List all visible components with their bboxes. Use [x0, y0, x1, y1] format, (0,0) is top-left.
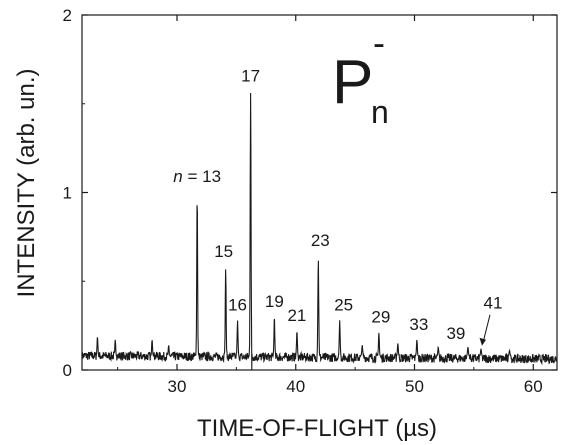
- species-subscript: n: [371, 94, 389, 130]
- peak-label-n29: 29: [371, 308, 390, 327]
- x-axis-title: TIME-OF-FLIGHT (µs): [197, 415, 437, 442]
- y-axis-title: INTENSITY (arb. un.): [13, 69, 40, 298]
- y-tick-label: 2: [63, 6, 72, 25]
- y-tick-label: 1: [63, 184, 72, 203]
- plot-frame: [81, 14, 558, 371]
- x-tick-label: 60: [524, 377, 543, 396]
- y-tick-label: 0: [63, 361, 72, 380]
- species-main: P: [332, 48, 373, 117]
- species-label: P n -: [332, 22, 389, 130]
- peak-41-arrow-shaft: [482, 314, 491, 343]
- peak-label-n17: 17: [241, 66, 260, 85]
- peak-label-n19: 19: [265, 292, 284, 311]
- peak-label-n13: n = 13: [173, 167, 221, 186]
- peak-label-n41: 41: [484, 294, 503, 313]
- peak-label-n39: 39: [446, 324, 465, 343]
- x-tick-label: 50: [405, 377, 424, 396]
- axes: [81, 14, 558, 371]
- peak-label-n16: 16: [228, 295, 247, 314]
- peak-label-n15: 15: [214, 242, 233, 261]
- peak-label-n21: 21: [287, 306, 306, 325]
- tick-labels: 30 40 50 60 0 1 2: [63, 6, 543, 396]
- x-tick-label: 30: [168, 377, 187, 396]
- spectrum-series-line: [81, 92, 558, 371]
- peak-41-arrow-head: [479, 337, 486, 346]
- peak-label-n25: 25: [334, 295, 353, 314]
- species-superscript: -: [373, 22, 385, 63]
- peak-label-n23: 23: [311, 231, 330, 250]
- axis-ticks: [82, 14, 557, 371]
- x-tick-label: 40: [286, 377, 305, 396]
- peak-label-n33: 33: [409, 315, 428, 334]
